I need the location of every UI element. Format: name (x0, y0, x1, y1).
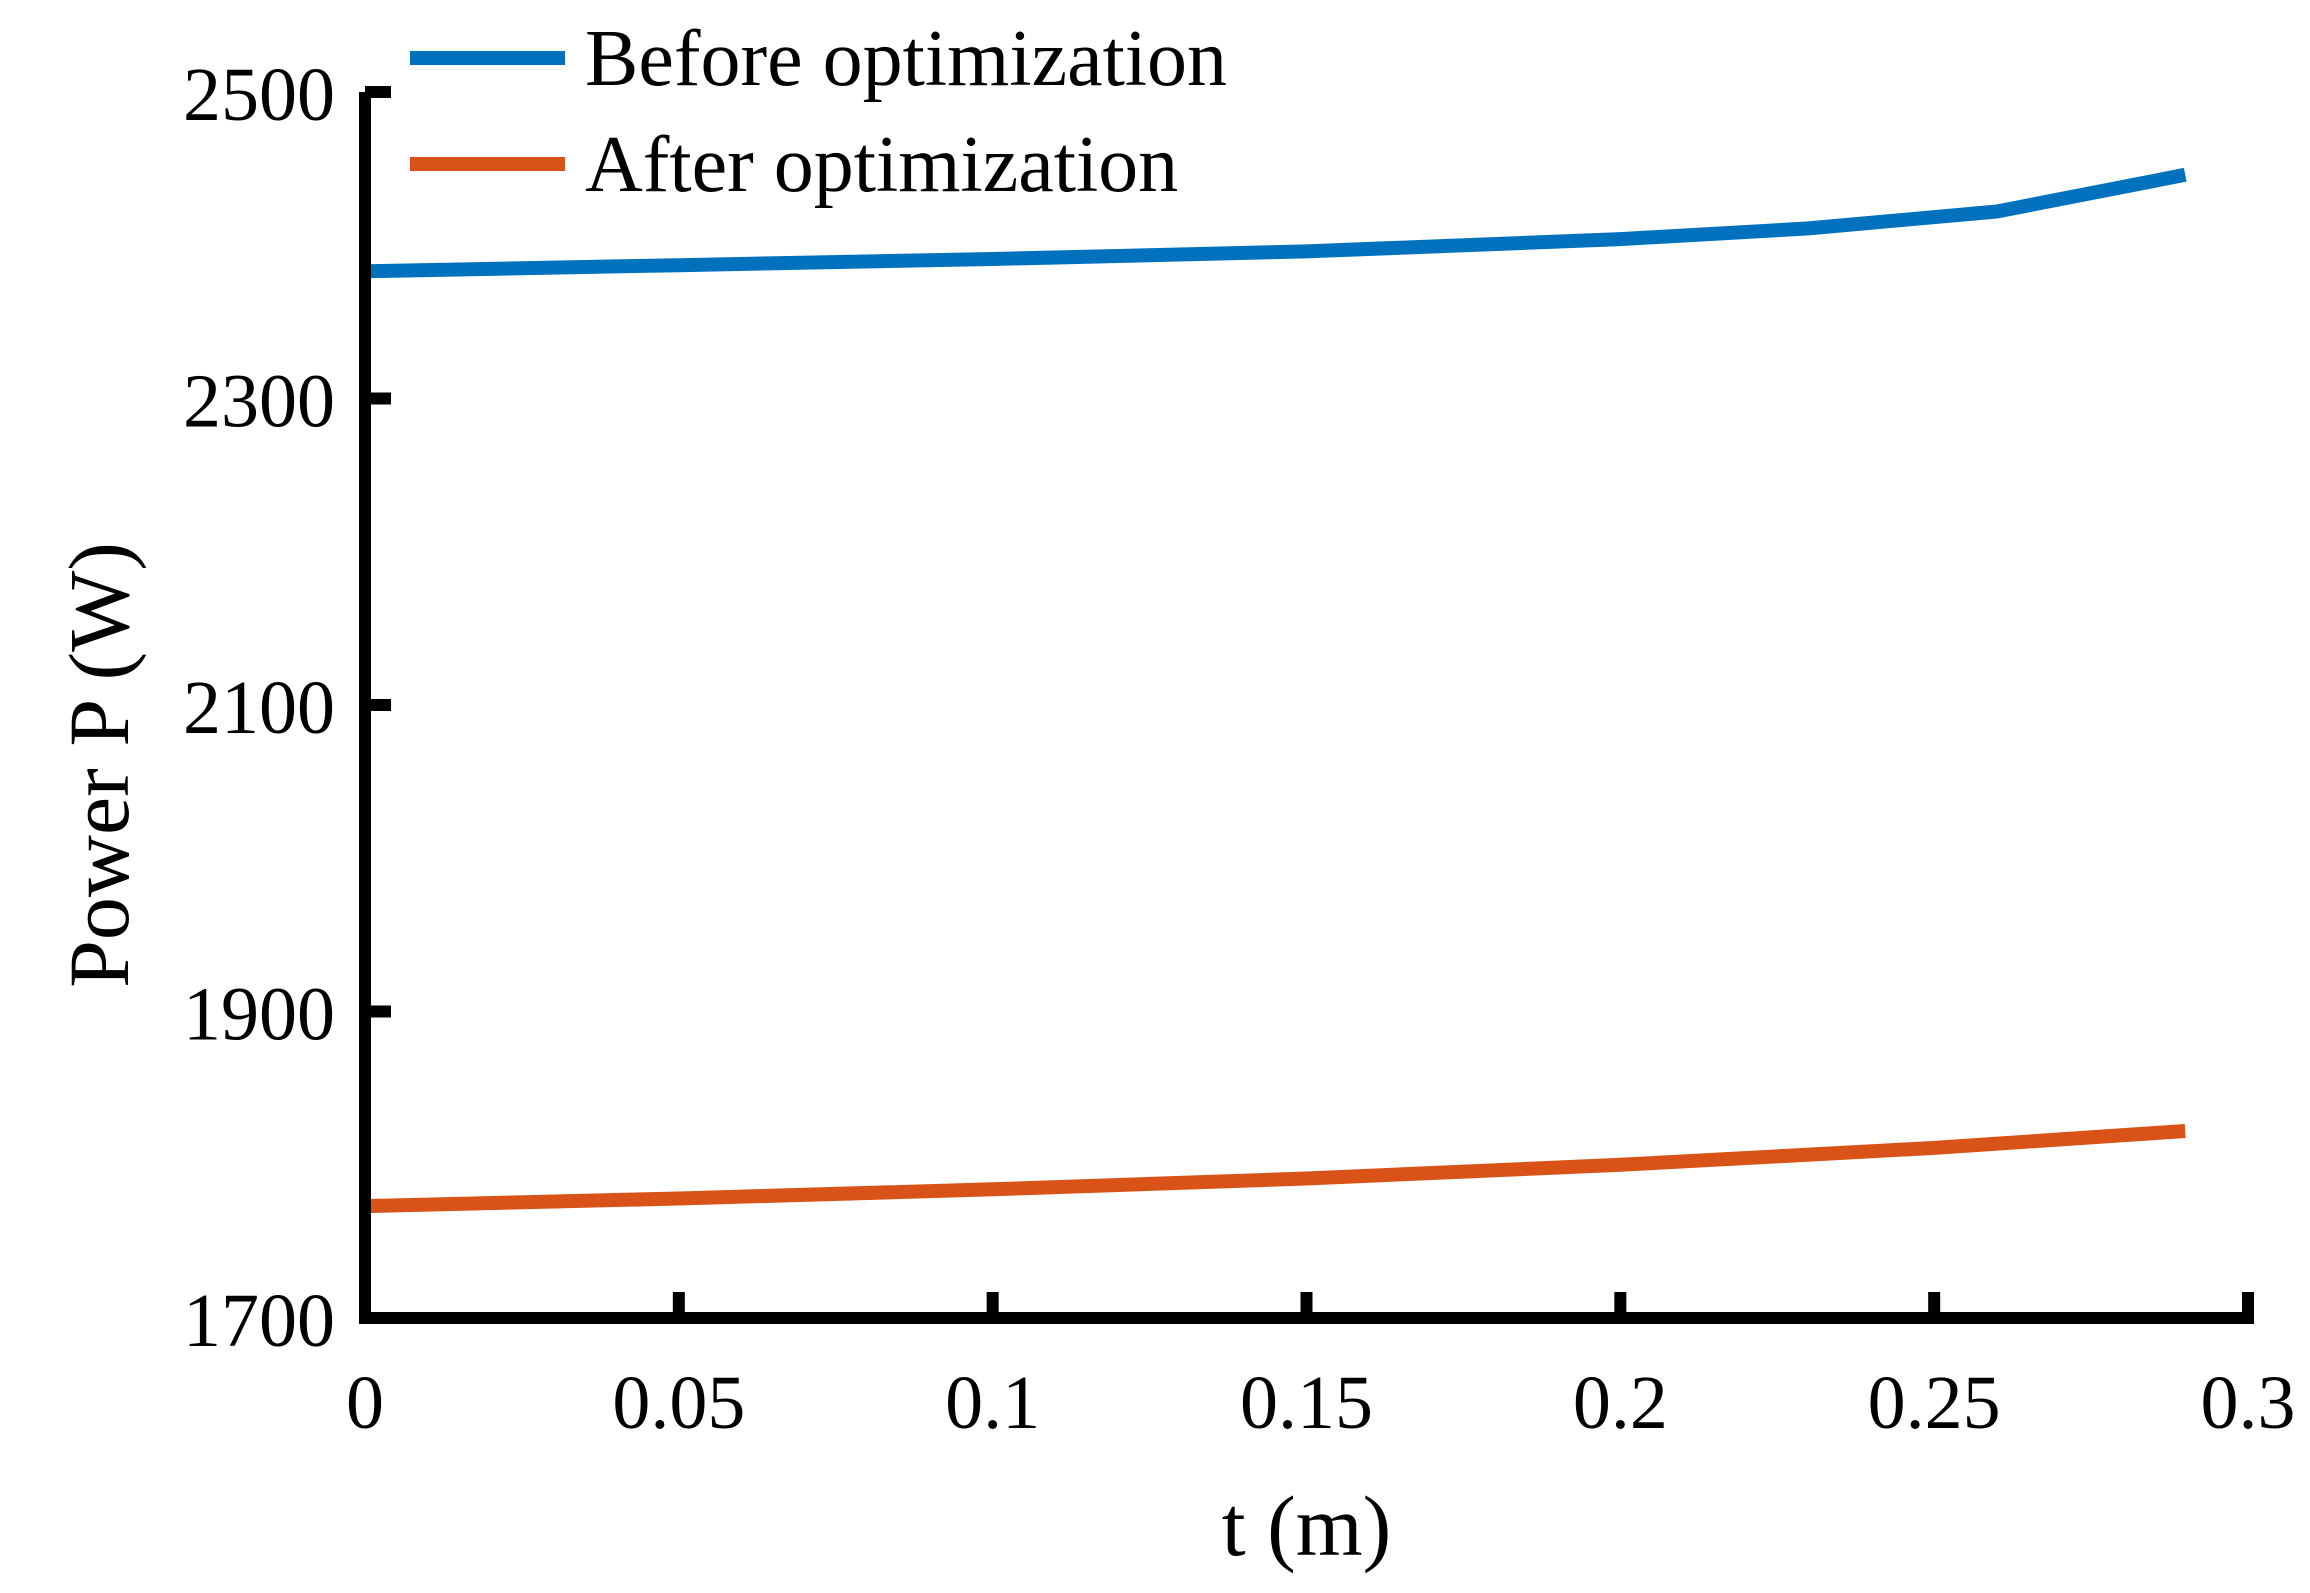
x-tick-label: 0.25 (1868, 1361, 2001, 1445)
y-tick-label: 2500 (183, 53, 335, 137)
series-line-2 (364, 1124, 2186, 1214)
tick-labels: 0 0.05 0.1 0.15 0.2 0.25 0.3 1700 1900 2100 2300 25… (183, 53, 2296, 1445)
x-tick-label: 0.05 (612, 1361, 745, 1445)
legend: Before optimization After optimization (410, 15, 1227, 209)
y-tick-label: 1700 (183, 1279, 335, 1363)
y-tick-label: 2100 (183, 666, 335, 750)
legend-label-2: After optimization (585, 121, 1178, 209)
axes (359, 86, 2254, 1324)
x-tick-label: 0.1 (945, 1361, 1040, 1445)
series-layer (364, 167, 2187, 1214)
y-axis-title: Power P (W) (51, 542, 147, 988)
series-line-1 (364, 167, 2187, 279)
x-tick-label: 0.15 (1240, 1361, 1373, 1445)
x-tick-label: 0.2 (1573, 1361, 1668, 1445)
y-tick-label: 2300 (183, 360, 335, 444)
x-tick-label: 0.3 (2201, 1361, 2296, 1445)
x-axis-title: t (m) (1222, 1478, 1392, 1574)
x-tick-label: 0 (346, 1361, 384, 1445)
legend-label-1: Before optimization (585, 15, 1227, 103)
y-tick-label: 1900 (183, 973, 335, 1057)
